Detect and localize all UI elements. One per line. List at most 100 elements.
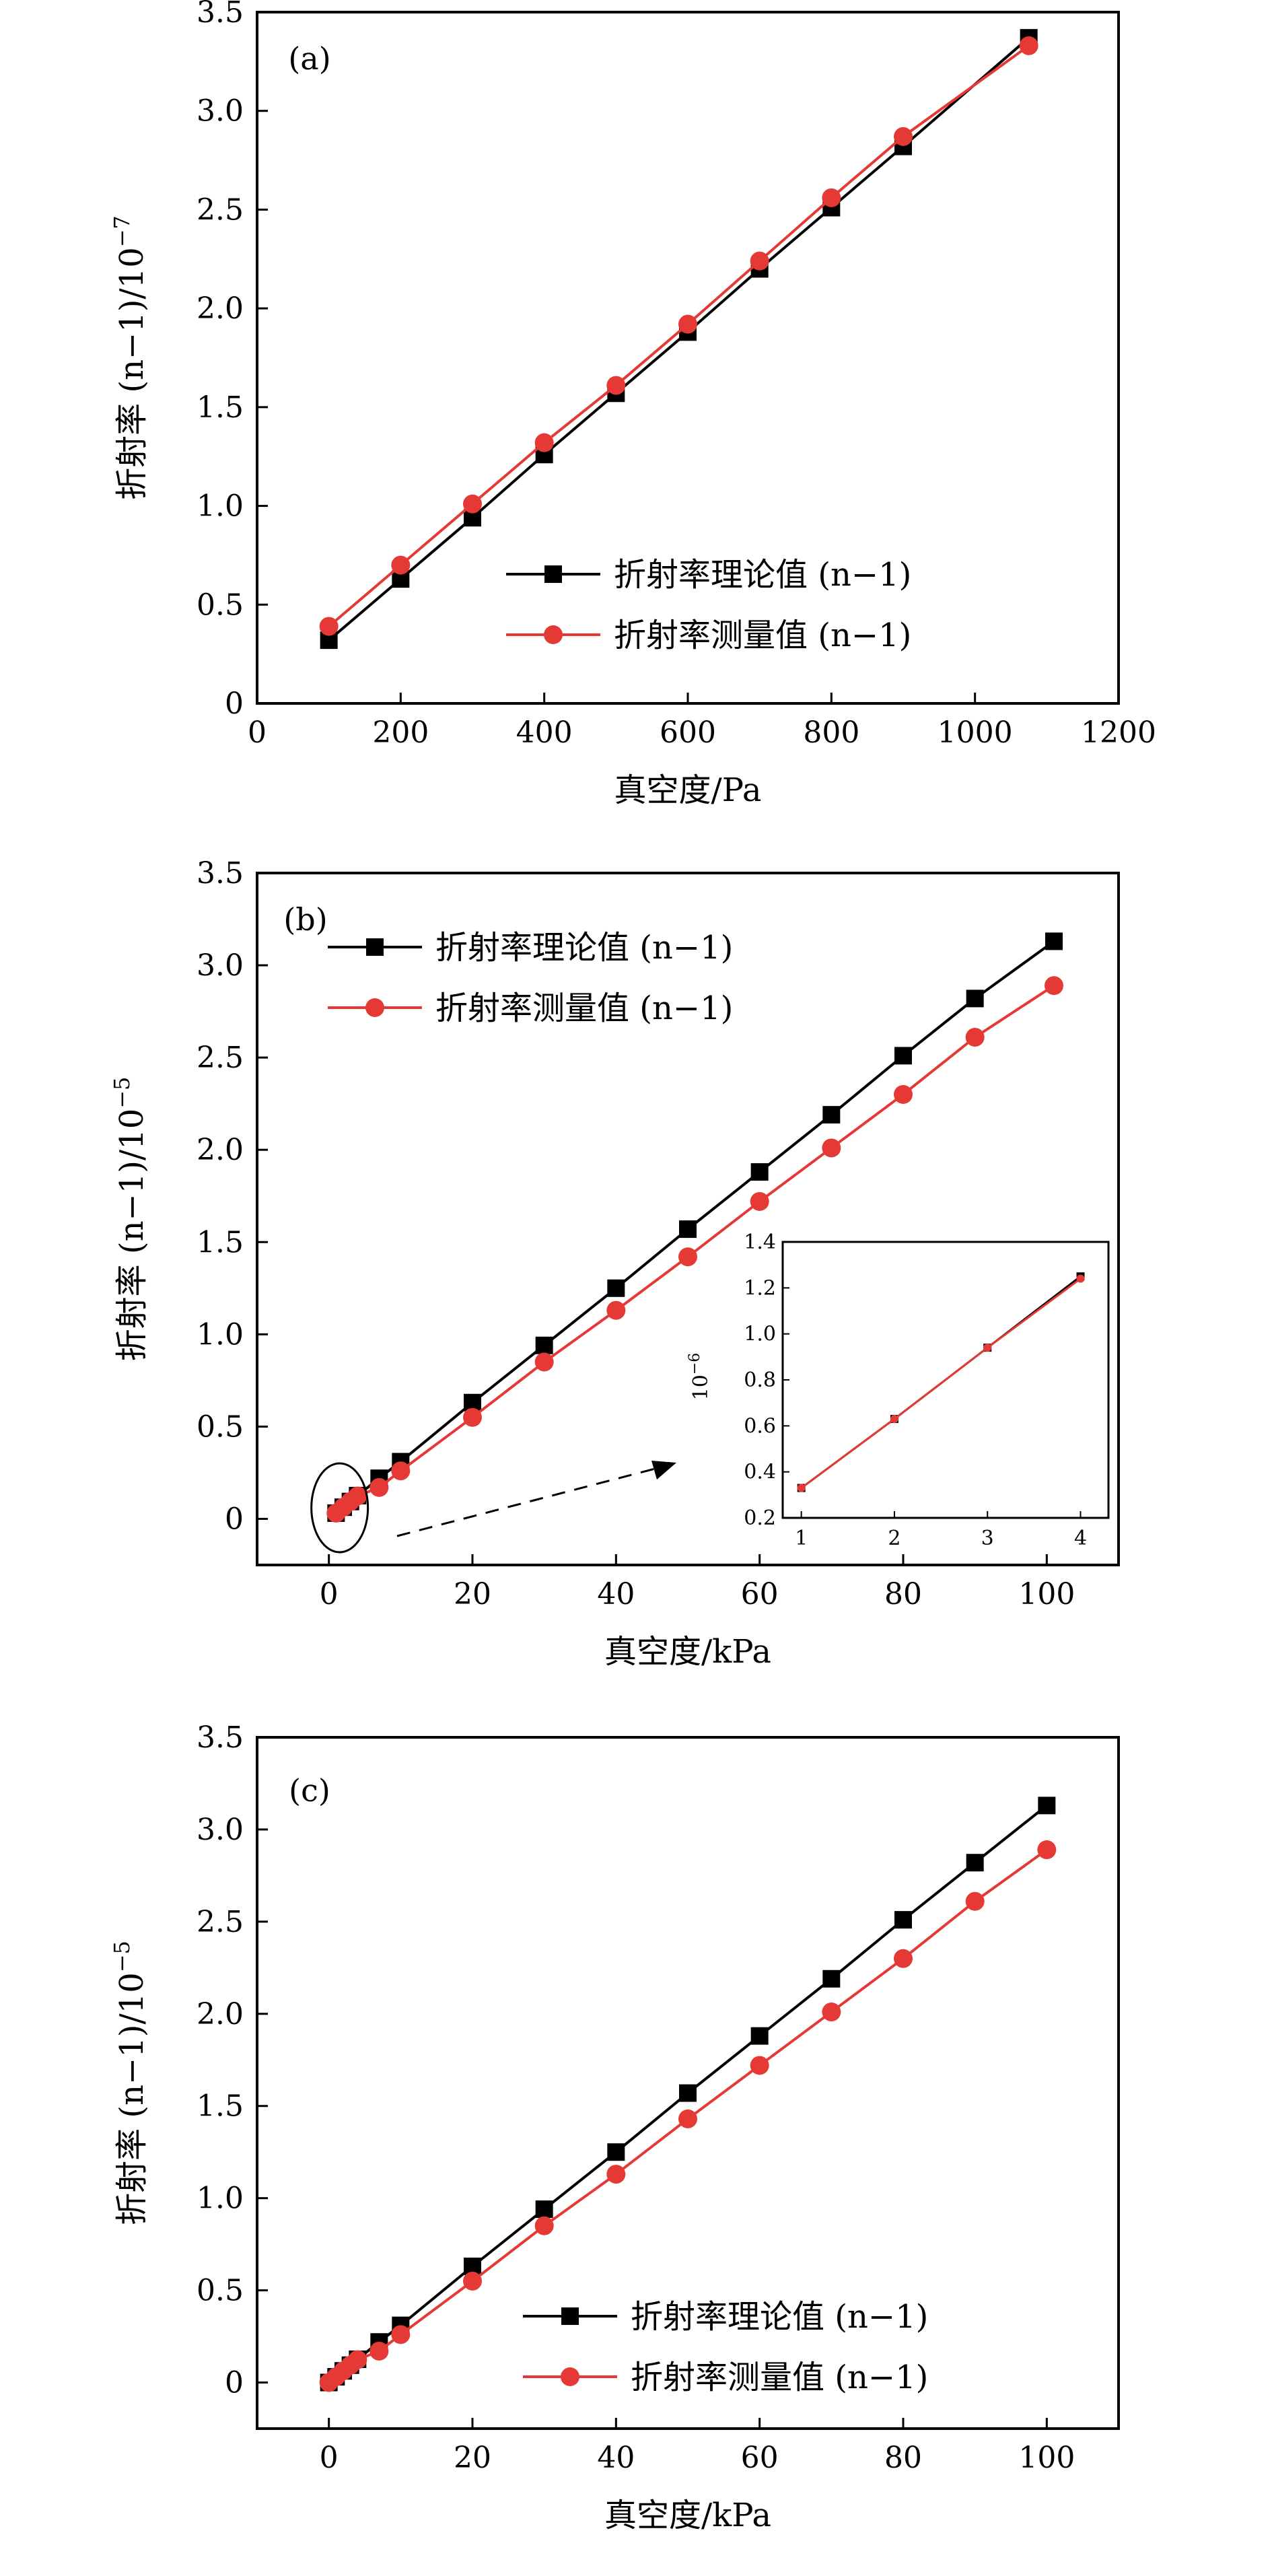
- legend-marker: [365, 998, 384, 1017]
- x-tick-label: 80: [884, 1577, 922, 1611]
- inset-y-title-exponent: −6: [686, 1353, 703, 1374]
- y-axis-title-exponent: −7: [109, 215, 135, 247]
- y-axis-title-main: 折射率 (n−1)/10: [113, 1109, 151, 1362]
- x-tick-label: 800: [803, 716, 859, 750]
- legend-marker: [544, 565, 562, 583]
- legend: 折射率理论值 (n−1) 折射率测量值 (n−1): [328, 929, 733, 1027]
- y-tick-label: 2.5: [197, 193, 244, 227]
- inset-measured-point: [797, 1484, 806, 1492]
- theory-point: [1038, 1797, 1056, 1815]
- measured-point: [822, 1138, 841, 1158]
- x-tick-label: 200: [372, 716, 429, 750]
- y-tick-label: 0: [225, 2366, 244, 2400]
- zoom-arrow-head: [651, 1461, 676, 1480]
- legend-label: 折射率测量值 (n−1): [435, 989, 733, 1027]
- y-tick-label: 3.5: [197, 1720, 244, 1755]
- legend-label: 折射率理论值 (n−1): [614, 556, 911, 594]
- y-tick-label: 1.0: [197, 2182, 244, 2216]
- y-axis-title: 折射率 (n−1)/10−5: [109, 1077, 151, 1362]
- theory-point: [750, 1163, 769, 1181]
- inset-x-tick-label: 2: [888, 1527, 900, 1550]
- x-tick-label: 100: [1018, 1577, 1075, 1611]
- y-axis-title: 折射率 (n−1)/10−7: [109, 215, 151, 500]
- y-tick-label: 2.5: [197, 1905, 244, 1939]
- x-tick-label: 1200: [1081, 716, 1156, 750]
- measured-point: [606, 1300, 626, 1320]
- legend-marker: [366, 938, 384, 956]
- measured-point: [391, 1461, 411, 1481]
- zoom-arrow-line: [396, 1463, 674, 1537]
- measured-point: [894, 1084, 913, 1104]
- legend: 折射率理论值 (n−1) 折射率测量值 (n−1): [506, 556, 911, 654]
- x-tick-label: 600: [660, 716, 716, 750]
- panel-c: 0 20 40 60 80 100 0 0.5 1.0 1.5 2.0 2.5 3.0 3.5 真空度/kP…: [109, 1720, 1120, 2534]
- y-axis-title-text: 折射率 (n−1)/10−5: [109, 1077, 151, 1362]
- y-axis-title-main: 折射率 (n−1)/10: [113, 247, 151, 500]
- x-tick-label: 1000: [938, 716, 1013, 750]
- legend-marker: [561, 2307, 579, 2325]
- inset-y-tick-label: 1.0: [744, 1323, 776, 1346]
- legend-label: 折射率测量值 (n−1): [631, 2359, 928, 2396]
- plot-frame: [256, 1736, 1120, 2430]
- y-tick-label: 2.0: [197, 1997, 244, 2031]
- legend: 折射率理论值 (n−1) 折射率测量值 (n−1): [523, 2298, 928, 2396]
- theory-point: [822, 1106, 841, 1124]
- x-tick-label: 0: [320, 1577, 339, 1611]
- theory-point: [750, 2027, 769, 2045]
- measured-point: [369, 2341, 389, 2361]
- measured-point: [894, 127, 913, 146]
- measured-point: [391, 555, 411, 575]
- inset-measured-point: [890, 1415, 898, 1424]
- y-tick-label: 2.0: [197, 1133, 244, 1167]
- theory-point: [535, 2200, 553, 2219]
- measured-point: [606, 2165, 626, 2184]
- measured-point: [348, 2350, 367, 2369]
- x-tick-label: 60: [741, 2441, 779, 2475]
- measured-point: [750, 1191, 769, 1211]
- zoom-ellipse: [310, 1462, 369, 1554]
- theory-point: [1045, 932, 1063, 950]
- x-axis-title: 真空度/kPa: [604, 1633, 771, 1671]
- theory-point: [966, 989, 984, 1008]
- measured-point: [678, 1247, 697, 1267]
- measured-point: [822, 2003, 841, 2022]
- y-tick-label: 0: [225, 1502, 244, 1536]
- inset-y-tick-label: 0.8: [744, 1368, 776, 1392]
- measured-point: [369, 1477, 389, 1497]
- inset-x-tick-label: 1: [795, 1527, 808, 1550]
- measured-point: [463, 494, 482, 514]
- theory-point: [679, 2084, 697, 2102]
- panel-label: (a): [288, 40, 330, 77]
- x-tick-label: 20: [454, 1577, 491, 1611]
- theory-point: [966, 1854, 984, 1872]
- y-tick-label: 0.5: [197, 588, 244, 622]
- theory-point: [607, 2143, 625, 2161]
- x-axis-title: 真空度/kPa: [604, 2497, 771, 2534]
- y-tick-label: 1.0: [197, 489, 244, 524]
- measured-point: [348, 1486, 367, 1506]
- measured-point: [534, 433, 554, 452]
- inset-y-tick-label: 0.2: [744, 1506, 776, 1530]
- measured-point: [678, 2109, 697, 2128]
- measured-point: [965, 1891, 985, 1911]
- theory-point: [894, 1911, 912, 1929]
- inset-x-tick-label: 3: [981, 1527, 994, 1550]
- measured-point: [822, 188, 841, 207]
- y-axis-title-text: 折射率 (n−1)/10−7: [109, 215, 151, 500]
- inset-y-tick-label: 1.4: [744, 1230, 776, 1254]
- x-tick-label: 40: [597, 2441, 635, 2475]
- y-tick-label: 0: [225, 687, 244, 721]
- panel-label: (c): [289, 1772, 330, 1809]
- measured-point: [894, 1949, 913, 1968]
- legend-marker: [544, 625, 563, 644]
- inset-y-tick-label: 0.6: [744, 1414, 776, 1438]
- y-tick-label: 0.5: [197, 1409, 244, 1444]
- y-tick-label: 3.0: [197, 948, 244, 983]
- theory-point: [679, 1220, 697, 1239]
- panel-label: (b): [283, 901, 327, 938]
- measured-point: [319, 617, 339, 636]
- legend-label: 折射率理论值 (n−1): [435, 929, 733, 967]
- measured-point: [534, 1352, 554, 1372]
- legend-label: 折射率理论值 (n−1): [631, 2298, 928, 2336]
